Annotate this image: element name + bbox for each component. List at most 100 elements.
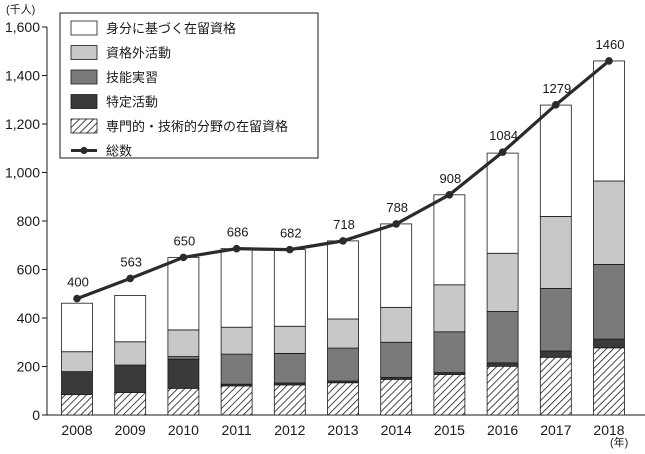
- bar-segment: [486, 365, 519, 416]
- bar-segment: [539, 356, 572, 416]
- total-point: [552, 101, 560, 109]
- x-tick-label: 2015: [434, 422, 465, 438]
- stacked-bars: [61, 60, 625, 416]
- x-unit-label: (年): [610, 435, 628, 449]
- y-tick-label: 1,200: [5, 116, 40, 132]
- bar-segment: [593, 264, 625, 340]
- y-tick-label: 1,600: [5, 19, 40, 35]
- bar-segment: [61, 351, 93, 372]
- y-ticks: 0 200 400 600 800 1,000 1,200 1,400 1,600: [5, 19, 47, 423]
- bar-segment: [114, 295, 147, 343]
- total-point: [605, 57, 613, 65]
- x-tick-label: 2008: [61, 422, 92, 438]
- total-value-label: 1279: [542, 81, 571, 96]
- bar-segment: [433, 194, 466, 286]
- total-point: [179, 253, 188, 262]
- bar-segment: [114, 392, 147, 416]
- legend-swatch: [70, 20, 98, 36]
- total-value-label: 682: [280, 226, 302, 241]
- bar-segment: [167, 356, 200, 360]
- bar-segment: [273, 353, 306, 384]
- bar-segment: [327, 347, 359, 382]
- x-tick-label: 2010: [168, 422, 199, 438]
- bar-segment: [539, 350, 572, 358]
- y-tick-label: 400: [17, 310, 41, 326]
- bar-segment: [167, 329, 200, 357]
- total-value-label: 650: [174, 233, 196, 248]
- bar-segment: [593, 338, 625, 349]
- legend-label: 専門的・技術的分野の在留資格: [106, 119, 288, 135]
- bar-segment: [167, 387, 200, 416]
- bar-segment: [167, 358, 200, 389]
- bar-segment: [486, 362, 519, 367]
- bar-segment: [220, 248, 253, 328]
- legend-swatch: [70, 69, 98, 85]
- legend-swatch: [70, 94, 98, 109]
- bar-segment: [380, 378, 413, 416]
- y-unit-label: (千人): [6, 3, 35, 16]
- bar-segment: [380, 223, 413, 308]
- bar-segment: [61, 302, 93, 353]
- bar-segment: [220, 385, 253, 416]
- x-tick-label: 2016: [487, 422, 518, 438]
- bar-segment: [167, 256, 200, 331]
- total-point: [126, 274, 134, 283]
- bar-segment: [327, 382, 359, 416]
- total-point: [498, 148, 507, 156]
- legend-swatch: [70, 118, 98, 134]
- x-tick-label: 2009: [115, 422, 146, 438]
- total-point: [73, 294, 81, 303]
- total-point: [339, 237, 347, 245]
- bar-segment: [61, 371, 93, 396]
- bar-segment: [593, 60, 625, 182]
- bar-segment: [593, 347, 625, 416]
- bar-segment: [61, 394, 93, 416]
- bar-segment: [433, 284, 466, 333]
- total-value-label: 788: [386, 200, 408, 215]
- legend-swatch-point: [80, 146, 88, 155]
- x-tick-label: 2013: [327, 422, 358, 438]
- legend-frame: [59, 12, 319, 159]
- bar-segment: [380, 341, 413, 378]
- total-value-label: 563: [120, 254, 142, 269]
- bar-segment: [273, 325, 306, 354]
- x-tick-labels: 2008 2009 2010 2011 2012 2013 2014 2015 2016 2017…: [61, 422, 624, 438]
- bar-segment: [593, 180, 625, 265]
- total-point: [286, 245, 294, 254]
- x-tick-label: 2017: [540, 422, 571, 438]
- bar-segment: [486, 252, 519, 312]
- bar-segment: [114, 364, 147, 393]
- x-tick-label: 2014: [381, 422, 412, 438]
- total-value-labels: 400 563 650 686 682 718 788 908 1084 1279 1460: [67, 37, 624, 290]
- legend-label: 特定活動: [106, 96, 158, 111]
- total-point: [392, 220, 401, 228]
- total-point: [445, 191, 454, 199]
- legend-label: 技能実習: [106, 70, 158, 86]
- bar-segment: [486, 311, 519, 364]
- x-tick-label: 2011: [222, 422, 252, 438]
- total-value-label: 400: [67, 275, 89, 290]
- bar-segment: [380, 306, 413, 343]
- total-value-label: 908: [440, 171, 462, 186]
- bar-segment: [433, 374, 466, 416]
- bar-segment: [433, 331, 466, 373]
- total-value-label: 1084: [489, 128, 518, 143]
- y-tick-label: 1,000: [5, 165, 40, 181]
- bar-segment: [327, 318, 359, 349]
- total-point: [232, 244, 241, 253]
- y-tick-label: 0: [32, 407, 40, 423]
- x-tick-label: 2012: [274, 422, 305, 438]
- total-value-label: 718: [333, 217, 355, 232]
- legend-swatch: [70, 45, 98, 60]
- bar-segment: [273, 249, 306, 327]
- y-tick-label: 1,400: [5, 68, 40, 84]
- y-tick-label: 800: [17, 213, 41, 229]
- bar-segment: [539, 104, 572, 217]
- x-tick-label: 2018: [593, 422, 624, 438]
- bar-segment: [220, 326, 253, 355]
- total-value-label: 686: [227, 225, 249, 240]
- legend-label: 身分に基づく在留資格: [106, 21, 236, 37]
- y-tick-label: 600: [17, 262, 41, 278]
